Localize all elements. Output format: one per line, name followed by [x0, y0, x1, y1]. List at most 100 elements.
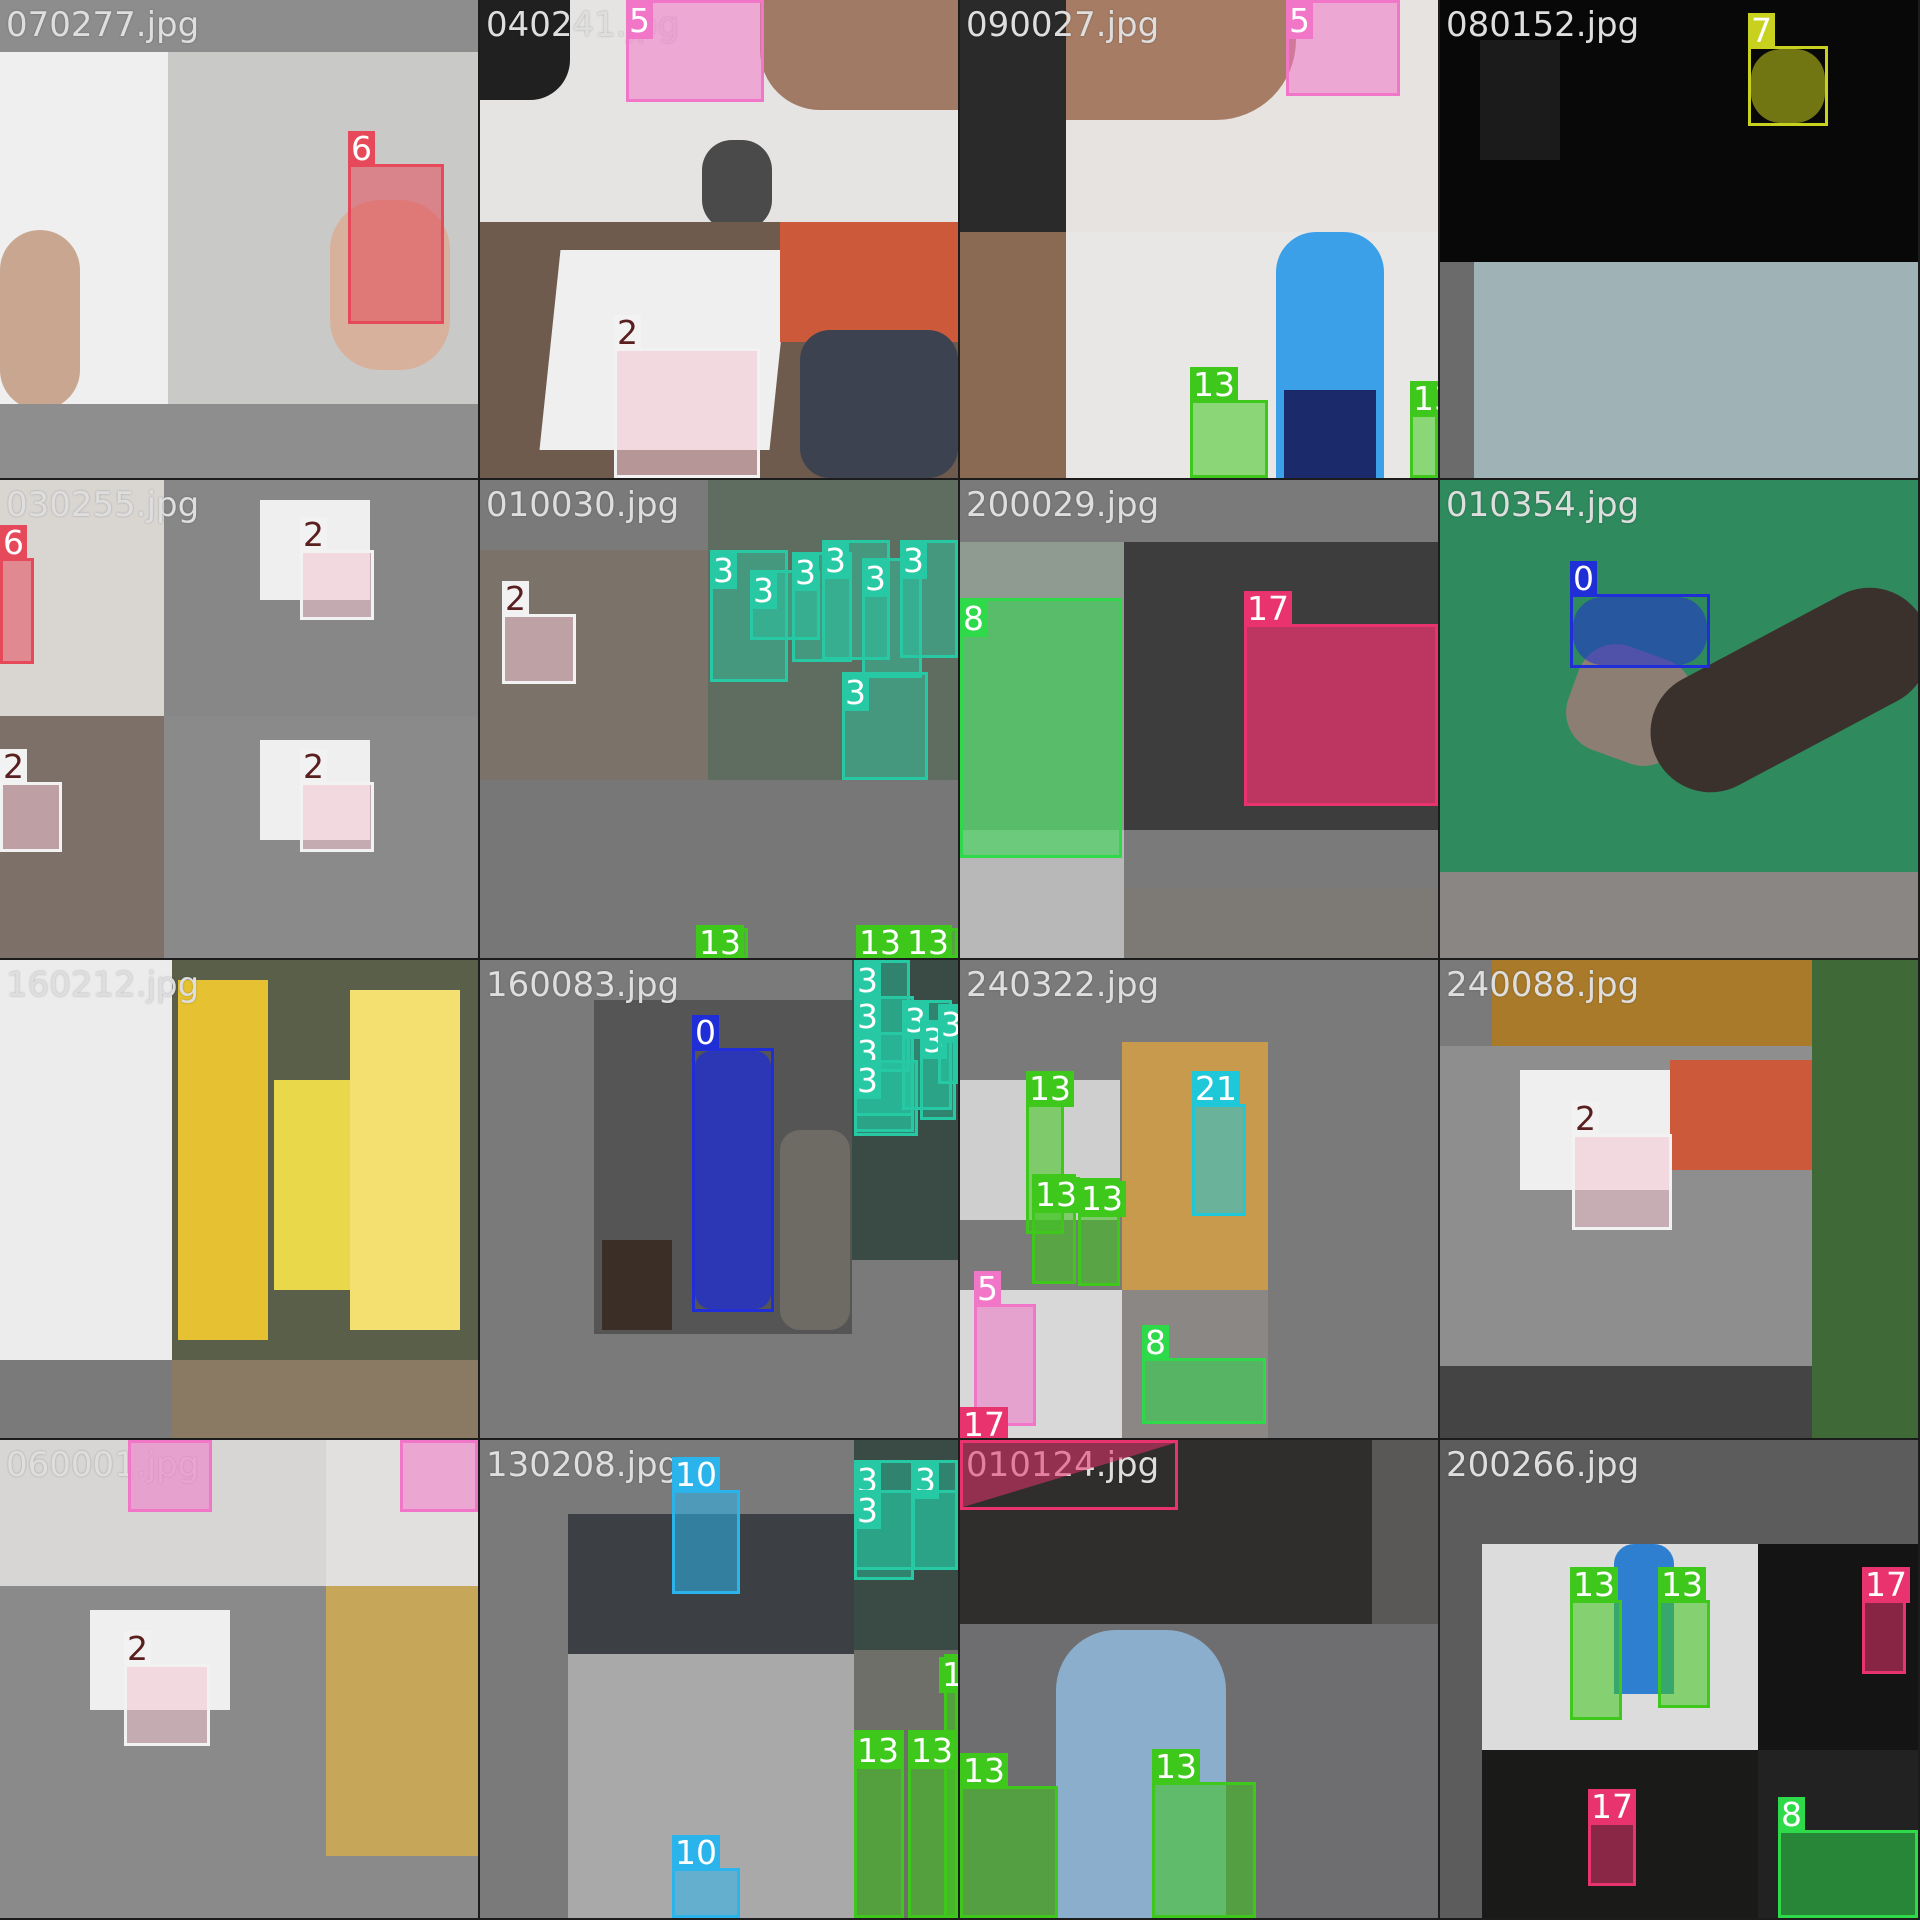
detection-box: 6: [348, 131, 444, 324]
tile-filename: 070277.jpg: [6, 5, 200, 45]
mosaic-tile: 240322.jpg 13 13 13 21 5 8 17: [960, 960, 1438, 1438]
detection-label: 2: [502, 581, 529, 617]
detection-box: 3: [842, 672, 928, 780]
detection-box: 8: [960, 598, 1122, 858]
detection-box: 7: [1748, 13, 1828, 126]
detection-label: 13: [1032, 1177, 1080, 1213]
detection-box: 13: [1658, 1567, 1710, 1708]
detection-label: 3: [912, 1463, 939, 1499]
detection-label: 10: [672, 1457, 720, 1493]
detection-label: 13: [904, 925, 952, 958]
detection-box: 17: [1244, 591, 1438, 806]
tile-filename: 240322.jpg: [966, 965, 1160, 1005]
tile-filename: 090027.jpg: [966, 5, 1160, 45]
tile-photo: [1440, 960, 1918, 1438]
detection-label: 8: [1142, 1325, 1169, 1361]
detection-label: 8: [960, 601, 987, 637]
mosaic-tile: 090027.jpg 5 13 13: [960, 0, 1438, 478]
detection-box: 2: [0, 749, 62, 852]
detection-label: 13: [908, 1733, 956, 1769]
detection-label: 17: [1244, 591, 1292, 627]
detection-label: 10: [672, 1835, 720, 1871]
detection-box: 3: [854, 1060, 918, 1136]
detection-label: 3: [854, 1493, 881, 1529]
detection-box: 13: [696, 925, 748, 958]
detection-box: 13: [1190, 367, 1268, 478]
detection-label: 2: [124, 1631, 151, 1667]
tile-photo: [480, 0, 958, 478]
detection-box: [128, 1440, 212, 1512]
detection-box: 6: [0, 525, 34, 664]
detection-box: 5: [1286, 0, 1400, 96]
mosaic-tile: 010030.jpg 2 3 3 3 3 3 3: [480, 480, 958, 958]
mosaic-tile: 200266.jpg 13 13 17 17 8: [1440, 1440, 1918, 1918]
detection-box: 10: [672, 1457, 740, 1594]
detection-label: 2: [1572, 1101, 1599, 1137]
detection-label: 2: [300, 517, 327, 553]
detection-label: 3: [854, 963, 881, 999]
detection-label: 0: [1570, 561, 1597, 597]
detection-box: 2: [124, 1631, 210, 1746]
detection-box: 2: [502, 581, 576, 684]
detection-box: 2: [300, 749, 374, 852]
detection-label: 8: [1778, 1797, 1805, 1833]
detection-label: 3: [854, 1063, 881, 1099]
detection-label: 6: [0, 525, 27, 561]
tile-photo: [480, 480, 958, 958]
tile-filename: 010354.jpg: [1446, 485, 1640, 525]
mosaic-tile: 070277.jpg 6: [0, 0, 478, 478]
detection-label: 13: [1190, 367, 1238, 403]
detection-label: 3: [900, 543, 927, 579]
detection-label: 21: [1192, 1071, 1240, 1107]
detection-label: 17: [960, 1407, 1008, 1438]
detection-label: 13: [856, 925, 904, 958]
detection-box: 13: [908, 1730, 958, 1918]
detection-label: 3: [938, 1007, 958, 1043]
detection-box: 3: [912, 1460, 958, 1570]
detection-label: 13: [1658, 1567, 1706, 1603]
detection-box: 5: [626, 0, 764, 102]
detection-box: 2: [300, 517, 374, 620]
detection-label: 3: [862, 561, 889, 597]
tile-filename: 080152.jpg: [1446, 5, 1640, 45]
detection-box: 3: [854, 1490, 958, 1570]
detection-box: 21: [1192, 1071, 1246, 1216]
detection-box: 13: [1078, 1178, 1126, 1286]
detection-label: 13: [1026, 1071, 1074, 1107]
detection-box: 0: [1570, 561, 1710, 668]
detection-label: 2: [614, 315, 641, 351]
detection-box: 10: [672, 1835, 740, 1918]
detection-label: 2: [300, 749, 327, 785]
detection-label: 7: [1748, 13, 1775, 49]
detection-box: 13: [960, 1753, 1058, 1918]
detection-label: 5: [1286, 3, 1313, 39]
detection-box: 3: [822, 540, 890, 660]
detection-label: 13: [1152, 1749, 1200, 1785]
tile-filename: 200266.jpg: [1446, 1445, 1640, 1485]
detection-label: 3: [822, 543, 849, 579]
detection-label: 13: [1078, 1181, 1126, 1217]
detection-box: 8: [1778, 1797, 1918, 1918]
detection-box: 8: [1142, 1325, 1266, 1424]
detection-box: 13: [904, 925, 958, 958]
detection-label: 3: [710, 553, 737, 589]
detection-label: 13: [939, 1657, 958, 1693]
detection-box: 17: [1588, 1789, 1636, 1886]
detection-label: 5: [626, 3, 653, 39]
detection-box: 17: [960, 1407, 1008, 1438]
mosaic-tile: 130208.jpg 10 10 3 3 3 13 13: [480, 1440, 958, 1918]
mosaic-tile: 200029.jpg 8 17: [960, 480, 1438, 958]
detection-box: 13: [1032, 1174, 1080, 1284]
detection-box: 2: [614, 315, 760, 478]
tile-photo: [1440, 1440, 1918, 1918]
detection-box: 13: [1152, 1749, 1256, 1918]
detection-box: 3: [900, 540, 958, 658]
detection-box: 13: [1410, 381, 1438, 478]
detection-label: 17: [1588, 1789, 1636, 1825]
tile-photo: [1440, 0, 1918, 478]
tile-filename: 160212.jpg: [6, 965, 200, 1005]
detection-box: 5: [974, 1271, 1036, 1426]
detection-box: 13: [1570, 1567, 1622, 1720]
detection-label: 17: [1862, 1567, 1910, 1603]
